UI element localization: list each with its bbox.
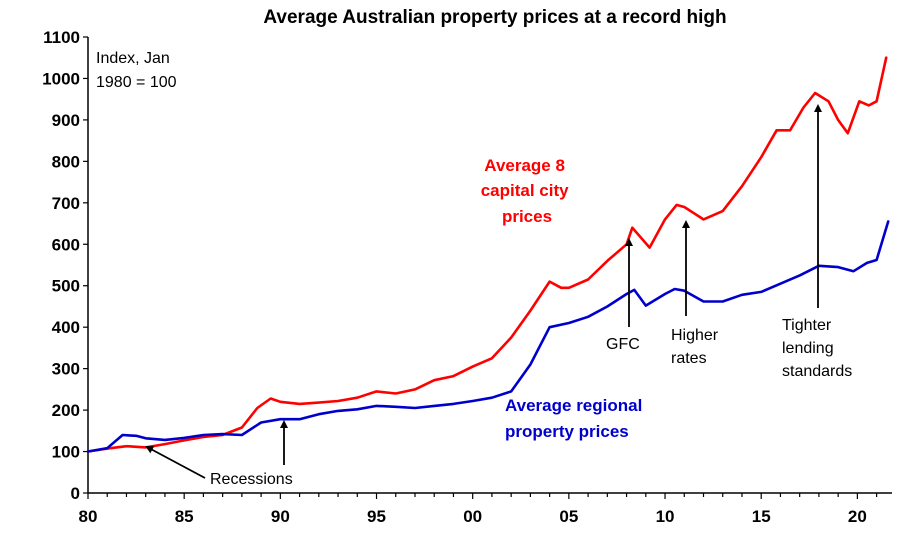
y-tick-label: 200 xyxy=(52,401,80,420)
regional-label-line-1: Average regional xyxy=(505,396,642,415)
capital-city-label-line-1: Average 8 xyxy=(484,156,565,175)
x-tick-label: 85 xyxy=(175,507,194,526)
annotation-arrows xyxy=(145,104,822,479)
x-tick-label: 05 xyxy=(559,507,578,526)
y-tick-label: 700 xyxy=(52,194,80,213)
tighter-lending-annotation: Tighter lending standards xyxy=(782,317,852,380)
higher-rates-annotation: Higher rates xyxy=(671,327,723,367)
higher-rates-label-line-2: rates xyxy=(671,350,707,367)
tighter-lending-label-line-1: Tighter xyxy=(782,317,832,334)
y-tick-label: 600 xyxy=(52,235,80,254)
y-tick-label: 900 xyxy=(52,111,80,130)
y-tick-label: 500 xyxy=(52,277,80,296)
capital-city-series-label: Average 8 capital city prices xyxy=(481,156,574,226)
capital-city-label-line-2: capital city xyxy=(481,181,569,200)
recessions-annotation: Recessions xyxy=(210,471,293,488)
y-tick-label: 100 xyxy=(52,443,80,462)
x-tick-label: 20 xyxy=(848,507,867,526)
x-tick-label: 00 xyxy=(463,507,482,526)
y-tick-label: 1100 xyxy=(43,28,80,47)
x-tick-label: 80 xyxy=(79,507,98,526)
y-tick-label: 300 xyxy=(52,360,80,379)
recessions-arrow-1 xyxy=(145,446,206,479)
x-tick-label: 15 xyxy=(752,507,771,526)
tighter-lending-label-line-2: lending xyxy=(782,340,834,357)
recessions-label: Recessions xyxy=(210,471,293,488)
capital-city-label-line-3: prices xyxy=(502,207,552,226)
index-note: Index, Jan 1980 = 100 xyxy=(96,50,177,91)
regional-label-line-2: property prices xyxy=(505,422,629,441)
series-lines xyxy=(86,56,890,453)
x-tick-label: 10 xyxy=(656,507,675,526)
y-tick-label: 400 xyxy=(52,318,80,337)
gfc-label: GFC xyxy=(606,336,640,353)
index-note-line-2: 1980 = 100 xyxy=(96,74,177,91)
index-note-line-1: Index, Jan xyxy=(96,50,170,67)
higher-rates-label-line-1: Higher xyxy=(671,327,719,344)
chart-title: Average Australian property prices at a … xyxy=(263,7,726,28)
regional-prices-line xyxy=(86,220,890,453)
y-tick-label: 1000 xyxy=(42,69,80,88)
x-tick-label: 90 xyxy=(271,507,290,526)
y-tick-label: 800 xyxy=(52,152,80,171)
gfc-annotation: GFC xyxy=(606,336,640,353)
axes xyxy=(83,36,892,499)
tighter-lending-label-line-3: standards xyxy=(782,363,852,380)
y-tick-label: 0 xyxy=(71,484,80,503)
x-tick-label: 95 xyxy=(367,507,386,526)
regional-series-label: Average regional property prices xyxy=(505,396,647,441)
capital-city-prices-line xyxy=(86,56,888,453)
